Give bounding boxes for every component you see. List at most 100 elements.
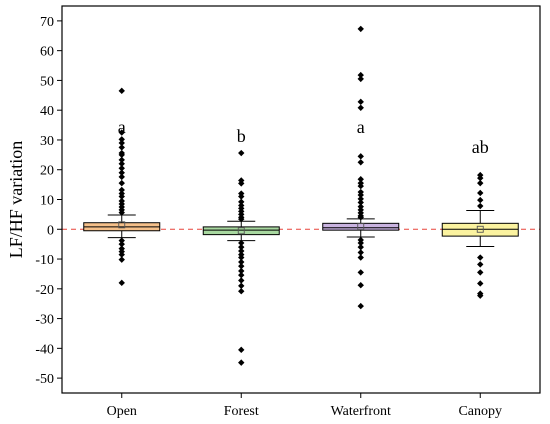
y-tick-label: 50 <box>40 74 54 89</box>
plot-frame <box>61 5 541 394</box>
x-tick-label: Forest <box>224 404 259 419</box>
outlier-point <box>238 277 245 284</box>
significance-letter: ab <box>472 137 489 157</box>
y-tick-label: 0 <box>47 223 54 238</box>
outlier-point <box>238 215 245 223</box>
outlier-point <box>477 174 484 182</box>
outlier-point <box>238 287 245 295</box>
outlier-point <box>357 269 364 276</box>
mean-marker <box>357 223 365 231</box>
y-tick-label: 20 <box>40 164 54 179</box>
outlier-point <box>238 346 245 354</box>
outlier-point <box>238 267 245 275</box>
outlier-point <box>238 254 245 261</box>
outlier-point <box>357 176 364 183</box>
x-tick-label: Canopy <box>458 404 502 419</box>
outlier-point <box>477 269 484 276</box>
outlier-point <box>238 243 245 251</box>
outlier-point <box>118 256 125 263</box>
mean-marker <box>118 221 126 229</box>
outlier-point <box>357 239 364 247</box>
outlier-point <box>238 282 245 290</box>
y-axis-ticks: -50 -40 -30 -20 -10 0 10 20 30 40 50 60 70 <box>35 15 62 387</box>
y-tick-label: 10 <box>40 194 54 209</box>
outlier-point <box>238 262 245 270</box>
x-tick-label: Open <box>107 404 137 419</box>
outlier-point <box>118 240 125 248</box>
y-tick-label: -40 <box>35 342 54 357</box>
outlier-point <box>238 198 245 206</box>
outlier-point <box>118 151 125 159</box>
outlier-point <box>238 258 245 266</box>
outlier-point <box>238 359 245 366</box>
outlier-point <box>357 182 364 190</box>
outlier-point <box>357 243 364 251</box>
outlier-point <box>357 104 364 112</box>
outlier-point <box>477 261 484 268</box>
outlier-point <box>477 202 484 210</box>
outlier-point <box>118 186 125 194</box>
outlier-point <box>357 195 364 203</box>
y-tick-label: 70 <box>40 15 54 30</box>
outlier-point <box>477 254 484 261</box>
y-tick-label: -50 <box>35 372 54 387</box>
outlier-point <box>477 179 484 187</box>
y-tick-label: -20 <box>35 283 54 298</box>
outlier-point <box>118 193 125 200</box>
outlier-point <box>238 149 245 157</box>
outlier-point <box>118 156 125 164</box>
outlier-point <box>477 280 484 287</box>
outlier-point <box>357 25 364 33</box>
outlier-point <box>357 98 364 106</box>
x-tick-label: Waterfront <box>331 404 391 419</box>
outlier-point <box>357 282 364 289</box>
mean-marker <box>237 227 245 235</box>
outlier-point <box>118 173 125 181</box>
outlier-point <box>357 254 364 261</box>
outlier-point <box>238 239 245 247</box>
outlier-point <box>357 159 364 166</box>
y-tick-label: -30 <box>35 313 54 328</box>
y-tick-label: 60 <box>40 45 54 60</box>
box <box>322 222 400 231</box>
x-axis-ticks: Open Forest Waterfront Canopy <box>107 393 502 419</box>
outlier-point <box>118 160 125 167</box>
outlier-point <box>118 251 125 258</box>
outlier-point <box>357 191 364 199</box>
box-group: ab <box>441 137 519 299</box>
outlier-point <box>238 247 245 255</box>
outlier-point <box>118 165 125 172</box>
box-group: b <box>202 126 280 366</box>
box-series: a b aab <box>83 25 519 366</box>
outlier-point <box>357 214 364 221</box>
outlier-point <box>357 71 364 79</box>
outlier-point <box>238 193 245 200</box>
outlier-point <box>118 139 125 147</box>
y-tick-label: 40 <box>40 104 54 119</box>
outlier-point <box>118 179 125 187</box>
outlier-point <box>238 271 245 279</box>
box <box>202 226 280 236</box>
outlier-point <box>357 249 364 256</box>
outlier-point <box>118 136 125 143</box>
outlier-point <box>118 279 125 287</box>
significance-letter: a <box>357 117 365 137</box>
outlier-point <box>357 302 364 310</box>
outlier-point <box>357 199 364 206</box>
outlier-point <box>118 169 125 176</box>
y-tick-label: -10 <box>35 253 54 268</box>
outlier-point <box>477 189 484 197</box>
box-group: a <box>322 25 400 310</box>
outlier-point <box>477 292 484 299</box>
box-group: a <box>83 87 161 287</box>
outlier-point <box>118 237 125 244</box>
outlier-point <box>238 180 245 187</box>
outlier-point <box>357 203 364 210</box>
significance-letter: b <box>237 126 246 146</box>
outlier-point <box>477 196 484 204</box>
y-tick-label: 30 <box>40 134 54 149</box>
outlier-point <box>118 209 125 216</box>
outlier-point <box>357 75 364 83</box>
outlier-point <box>118 87 125 95</box>
